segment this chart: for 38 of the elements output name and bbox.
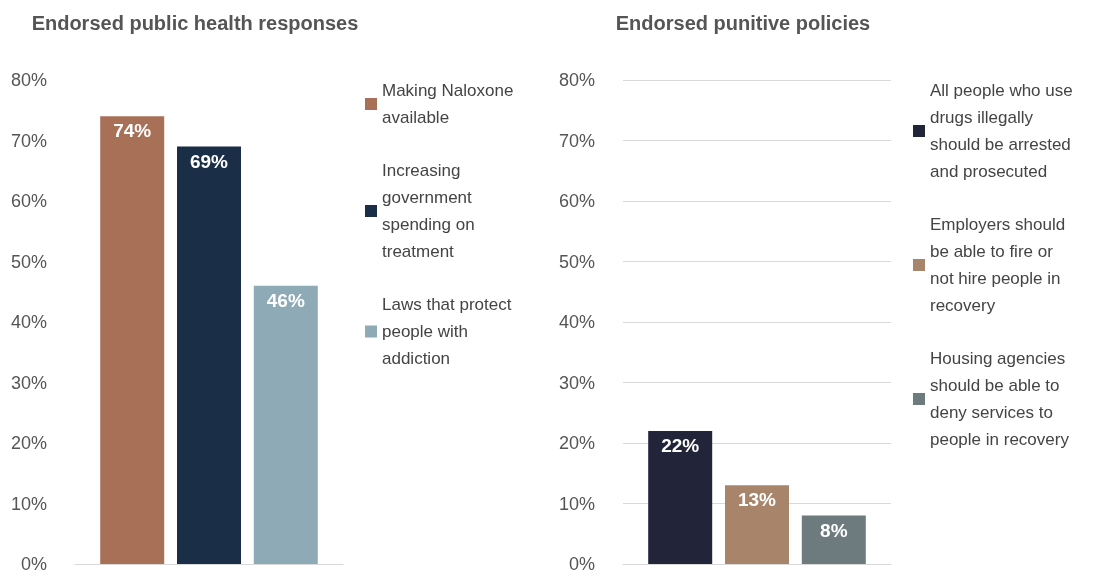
y-tick-label: 70% [10, 130, 47, 151]
y-tick-label: 20% [558, 433, 595, 453]
y-tick-label: 60% [10, 191, 47, 211]
data-label: 13% [737, 489, 777, 511]
data-label: 22% [661, 434, 700, 456]
y-tick-label: 10% [10, 493, 47, 514]
legend-label: Making Naloxone available [382, 81, 519, 127]
legend-label: All people who use drugs illegally should be arrested and prosecuted [930, 81, 1078, 181]
data-label: 8% [820, 519, 848, 541]
legend-label: Increasing government spending on treatment [382, 161, 480, 261]
legend-label: Laws that protect people with addiction [382, 295, 517, 368]
y-tick-label: 50% [558, 251, 595, 272]
data-label: 74% [113, 120, 152, 142]
y-tick-label: 30% [10, 372, 47, 393]
bar [100, 116, 165, 564]
data-label: 46% [266, 289, 305, 311]
legend-label: Housing agencies should be able to deny services to people in recovery [930, 349, 1070, 449]
y-tick-label: 40% [10, 312, 47, 332]
bar [253, 285, 318, 564]
y-tick-label: 40% [558, 312, 595, 332]
y-tick-label: 0% [20, 554, 47, 573]
bar [725, 485, 789, 564]
y-tick-label: 10% [558, 493, 595, 514]
bar [801, 515, 866, 564]
data-label: 69% [189, 150, 229, 172]
bar [648, 430, 713, 564]
chart-title: Endorsed punitive policies [615, 12, 871, 34]
y-tick-label: 80% [10, 70, 47, 90]
y-tick-label: 20% [10, 433, 47, 453]
y-tick-label: 0% [568, 554, 595, 573]
chart-title: Endorsed public health responses [31, 12, 359, 34]
y-tick-label: 50% [10, 251, 47, 272]
y-tick-label: 30% [558, 372, 595, 393]
legend-label: Employers should be able to fire or not hire people in recovery [930, 215, 1070, 315]
y-tick-label: 70% [558, 130, 595, 151]
bar [177, 146, 241, 564]
y-tick-label: 60% [558, 191, 595, 211]
y-tick-label: 80% [558, 70, 595, 90]
